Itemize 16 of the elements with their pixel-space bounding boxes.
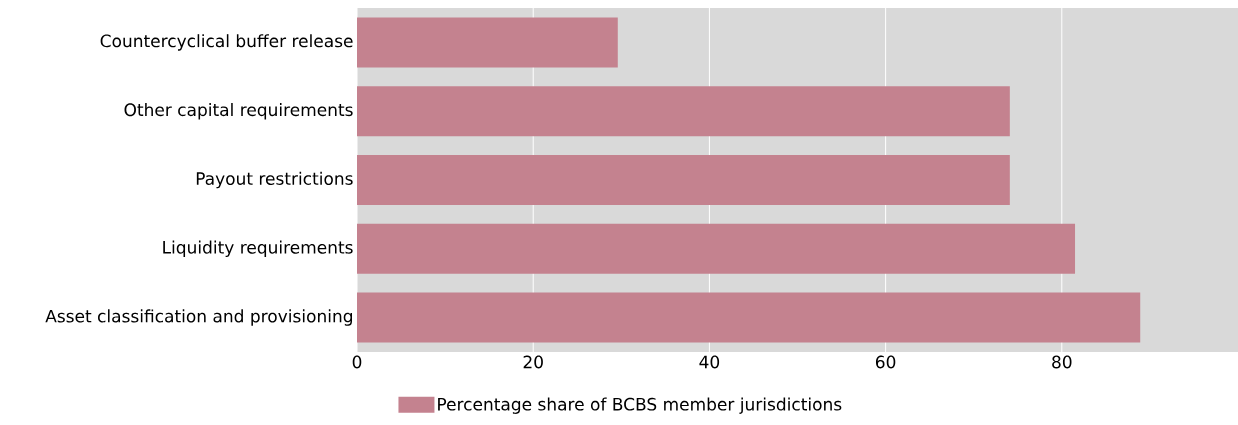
bar <box>357 86 1010 137</box>
x-tick-label: 0 <box>352 355 362 369</box>
y-tick-label: Countercyclical buffer release <box>100 34 353 51</box>
bar <box>357 223 1076 274</box>
legend-label: Percentage share of BCBS member jurisdictions <box>438 397 842 414</box>
y-tick-label: Asset classification and provisioning <box>45 309 352 326</box>
x-tick-label: 60 <box>875 355 896 369</box>
bar <box>357 17 618 68</box>
y-tick-label: Liquidity requirements <box>163 240 353 258</box>
x-tick-label: 80 <box>1052 355 1072 369</box>
y-tick-label: Other capital requirements <box>124 102 353 120</box>
x-tick-label: 20 <box>523 355 543 369</box>
bar <box>357 155 1010 205</box>
bar <box>357 292 1141 343</box>
x-tick-label: 40 <box>699 355 720 369</box>
y-tick-label: Payout restrictions <box>196 171 353 189</box>
